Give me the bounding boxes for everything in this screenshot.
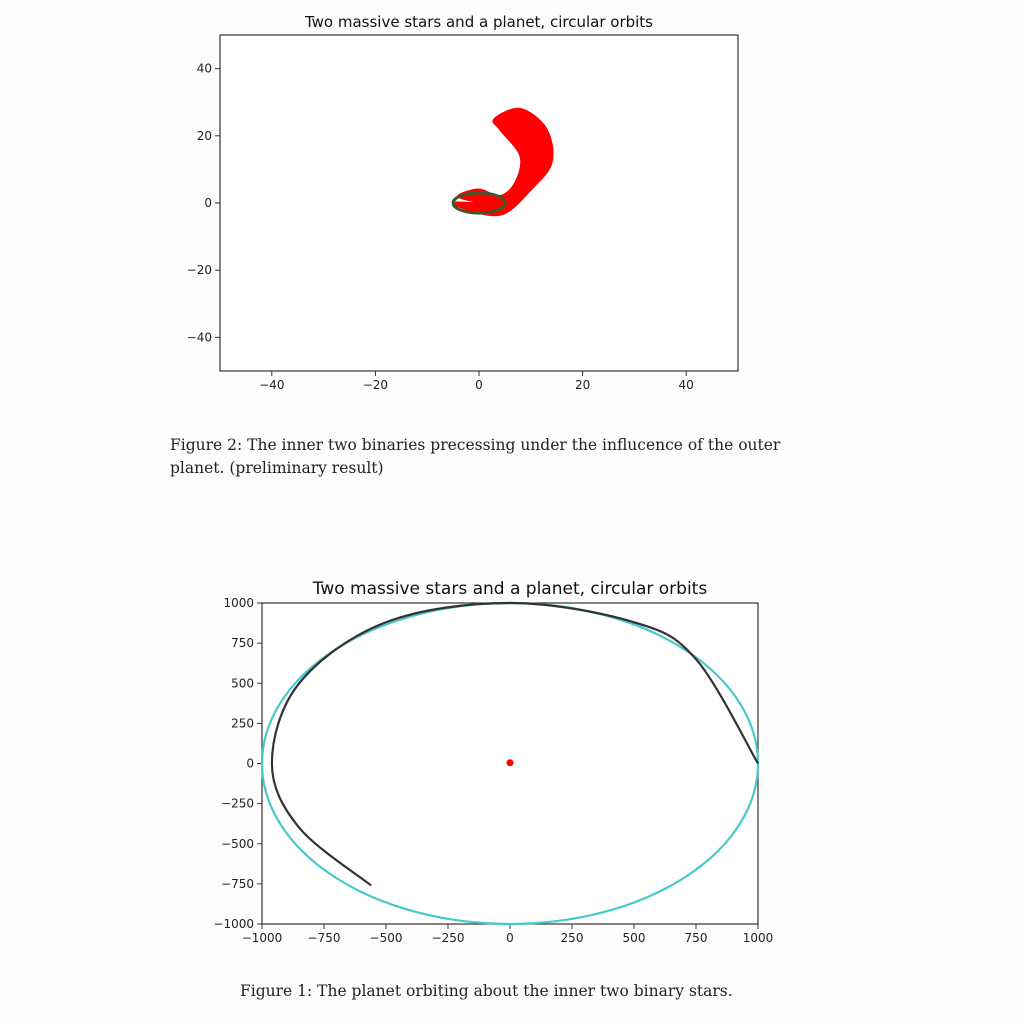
orbit-chart-svg: Two massive stars and a planet, circular… — [213, 579, 774, 945]
x-tick-label: −750 — [308, 931, 341, 945]
planet-trajectory — [270, 601, 759, 887]
x-tick-label: −1000 — [242, 931, 283, 945]
central-binary-stars — [506, 759, 514, 767]
chart-title: Two massive stars and a planet, circular… — [304, 13, 653, 31]
y-tick-label: −250 — [221, 797, 254, 811]
x-tick-label: 20 — [575, 378, 590, 392]
y-tick-label: −750 — [221, 877, 254, 891]
y-tick-label: 0 — [246, 757, 254, 771]
figure-1-orbit-plot: Two massive stars and a planet, circular… — [200, 575, 790, 955]
y-tick-label: −20 — [187, 263, 212, 277]
y-tick-label: 500 — [231, 676, 254, 690]
x-tick-label: 250 — [561, 931, 584, 945]
x-tick-label: 0 — [475, 378, 483, 392]
y-tick-label: 20 — [197, 129, 212, 143]
y-tick-label: 40 — [197, 62, 212, 76]
x-tick-label: 500 — [623, 931, 646, 945]
x-tick-label: −250 — [432, 931, 465, 945]
y-tick-label: 1000 — [223, 596, 254, 610]
y-tick-label: 0 — [204, 196, 212, 210]
x-tick-label: 1000 — [743, 931, 774, 945]
y-tick-label: −40 — [187, 330, 212, 344]
x-tick-label: 40 — [679, 378, 694, 392]
x-tick-label: −20 — [363, 378, 388, 392]
y-tick-label: 250 — [231, 716, 254, 730]
plot-area — [451, 107, 554, 217]
figure-2-caption: Figure 2: The inner two binaries precess… — [170, 436, 781, 477]
x-tick-label: 0 — [506, 931, 514, 945]
plot-area — [260, 601, 760, 926]
chart-title: Two massive stars and a planet, circular… — [312, 579, 708, 599]
figure-2-precession-plot: Two massive stars and a planet, circular… — [150, 8, 770, 408]
x-tick-label: −500 — [370, 931, 403, 945]
figure-1-caption: Figure 1: The planet orbiting about the … — [240, 982, 733, 1000]
inner-binary-orbit — [451, 191, 507, 215]
y-tick-label: −500 — [221, 837, 254, 851]
x-tick-label: −40 — [259, 378, 284, 392]
x-tick-label: 750 — [685, 931, 708, 945]
y-tick-label: 750 — [231, 636, 254, 650]
y-tick-label: −1000 — [213, 917, 254, 931]
precession-chart-svg: Two massive stars and a planet, circular… — [187, 13, 739, 392]
